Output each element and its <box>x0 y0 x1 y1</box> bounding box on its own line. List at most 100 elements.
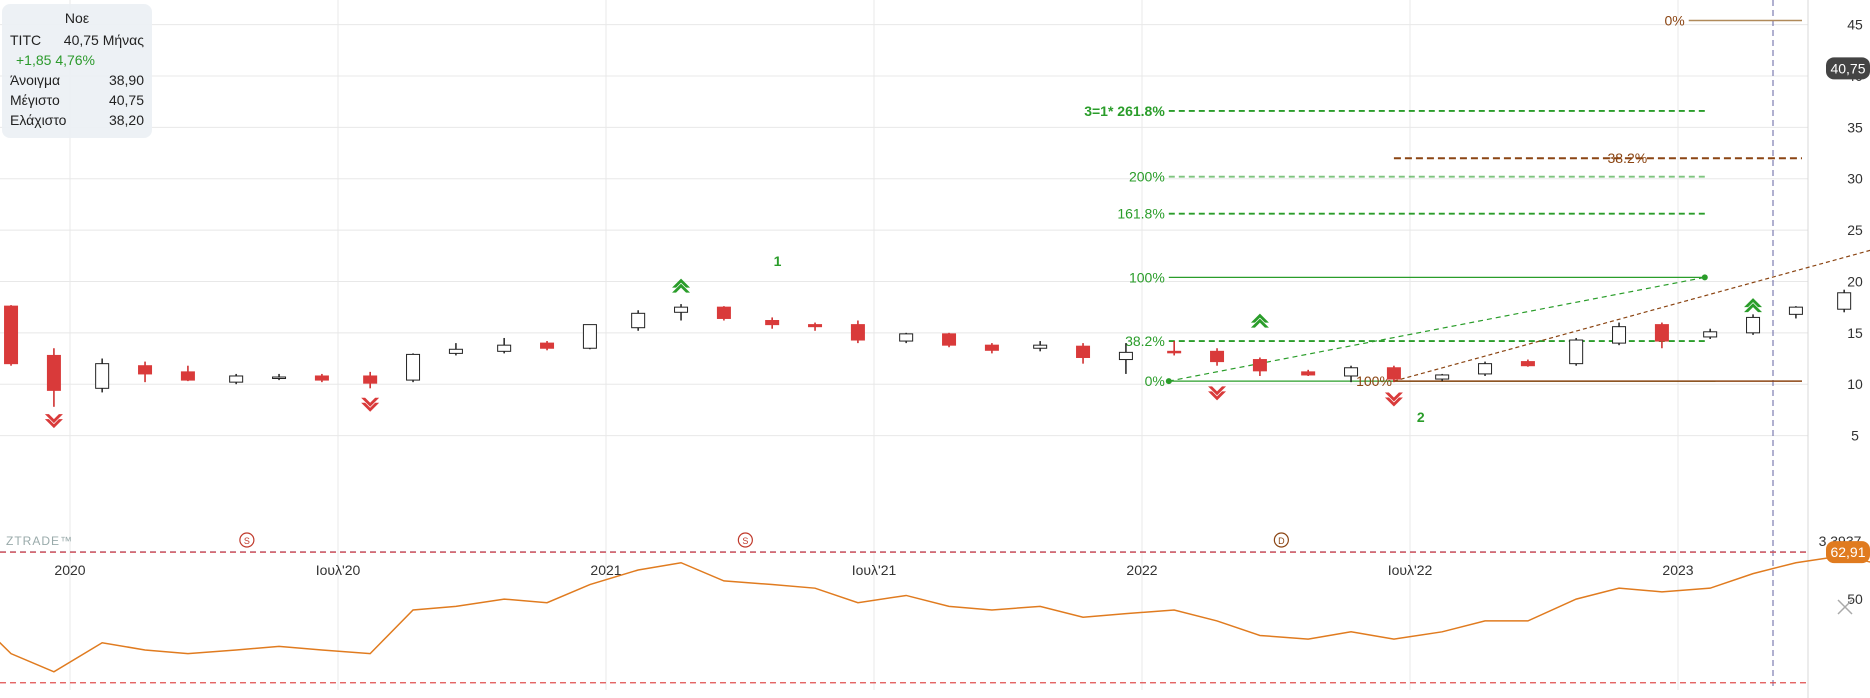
down-arrow-icon-part <box>361 402 380 412</box>
candle <box>716 306 731 321</box>
candle-body <box>1033 344 1048 349</box>
up-arrow-icon <box>672 278 691 293</box>
x-tick-label: 2023 <box>1662 562 1693 578</box>
fib-trend-line <box>1393 249 1870 382</box>
x-tick-label: 2021 <box>590 562 621 578</box>
candle <box>95 358 110 393</box>
candle <box>1478 361 1493 376</box>
up-arrow-icon-part <box>1250 318 1269 328</box>
event-marker <box>239 532 255 548</box>
candle-body <box>540 342 555 349</box>
high-label: Μέγιστο <box>10 92 60 108</box>
up-arrow-icon-part <box>1250 313 1269 323</box>
candle-body <box>582 324 597 349</box>
candle-body <box>716 306 731 319</box>
candle <box>1301 369 1316 376</box>
candle-body <box>765 320 780 326</box>
fib-label: 100% <box>1356 373 1392 389</box>
candle <box>229 373 244 385</box>
candle <box>406 353 421 383</box>
candle-body <box>1118 351 1133 361</box>
candle-body <box>1386 367 1401 380</box>
candle-body <box>448 348 463 354</box>
y-tick-label: 35 <box>1847 119 1863 135</box>
indicator-line <box>0 554 1870 673</box>
fib-label: 100% <box>1129 269 1165 285</box>
candle <box>1788 306 1803 319</box>
candle-body <box>1167 350 1182 354</box>
open-label: Άνοιγμα <box>10 72 61 88</box>
wave-label: 1 <box>774 253 782 269</box>
down-arrow-icon-part <box>44 419 63 429</box>
fib-label: 0% <box>1145 373 1165 389</box>
up-arrow-icon-part <box>672 283 691 293</box>
y-tick-label: 15 <box>1847 325 1863 341</box>
candle <box>138 361 153 383</box>
candle <box>1118 343 1133 374</box>
candle-body <box>942 333 957 346</box>
up-arrow-icon <box>1250 313 1269 328</box>
low-value: 38,20 <box>108 112 144 128</box>
price-label: 40,75 Μήνας <box>63 32 144 48</box>
candle-body <box>1654 324 1669 342</box>
down-arrow-icon <box>1384 392 1403 407</box>
candle-body <box>1612 326 1627 344</box>
candle-body <box>1478 363 1493 375</box>
event-marker-letter: S <box>742 536 748 546</box>
candle <box>1344 365 1359 383</box>
x-tick-label: 2022 <box>1126 562 1157 578</box>
event-marker-letter: S <box>244 536 250 546</box>
candle <box>899 332 914 344</box>
candle <box>272 373 287 381</box>
fib-label: 161.8% <box>1117 206 1164 222</box>
event-marker <box>1273 532 1289 548</box>
event-marker <box>737 532 753 548</box>
indicator-tick-label: 50 <box>1847 591 1863 607</box>
y-tick-label: 25 <box>1847 222 1863 238</box>
x-tick-label: Ιουλ'20 <box>316 562 361 578</box>
candle <box>1386 365 1401 383</box>
low-label: Ελάχιστο <box>10 112 67 128</box>
candle-body <box>850 324 865 341</box>
down-arrow-icon-part <box>1208 386 1227 396</box>
candle <box>674 304 689 321</box>
candle-body <box>1788 306 1803 315</box>
open-row: Άνοιγμα 38,90 <box>2 70 152 90</box>
candle-body <box>272 376 287 380</box>
candle-body <box>1520 361 1535 367</box>
y-tick-label: 10 <box>1847 376 1863 392</box>
candle <box>1033 341 1048 352</box>
candle <box>46 348 61 407</box>
candle <box>314 373 329 383</box>
candle-body <box>46 354 61 391</box>
down-arrow-icon <box>44 414 63 429</box>
watermark: ZTRADE™ <box>6 534 73 548</box>
candle <box>1076 343 1091 364</box>
down-arrow-icon <box>361 397 380 412</box>
info-panel: Νοε TITC 40,75 Μήνας +1,85 4,76% Άνοιγμα… <box>2 4 152 138</box>
period-label: Νοε <box>64 10 90 26</box>
candle <box>1654 322 1669 349</box>
candle <box>1167 341 1182 356</box>
low-row: Ελάχιστο 38,20 <box>2 110 152 130</box>
candle <box>808 322 823 331</box>
candle <box>984 343 999 354</box>
candle-body <box>4 305 19 365</box>
candle-body <box>138 365 153 375</box>
candle <box>1612 322 1627 346</box>
candle-body <box>1435 374 1450 380</box>
close-icon[interactable] <box>1837 599 1853 615</box>
down-arrow-icon-part <box>1384 392 1403 402</box>
candle-body <box>180 371 195 381</box>
wave-label: 2 <box>1417 409 1425 425</box>
x-tick-label: Ιουλ'21 <box>852 562 897 578</box>
fib-label: 3=1* 261.8% <box>1084 103 1165 119</box>
up-arrow-icon <box>1744 298 1763 313</box>
indicator-badge-text: 62,91 <box>1830 544 1865 560</box>
up-arrow-icon-part <box>672 278 691 288</box>
candle-body <box>95 363 110 389</box>
candle <box>180 365 195 382</box>
candle-body <box>1569 339 1584 365</box>
candle <box>1569 337 1584 366</box>
